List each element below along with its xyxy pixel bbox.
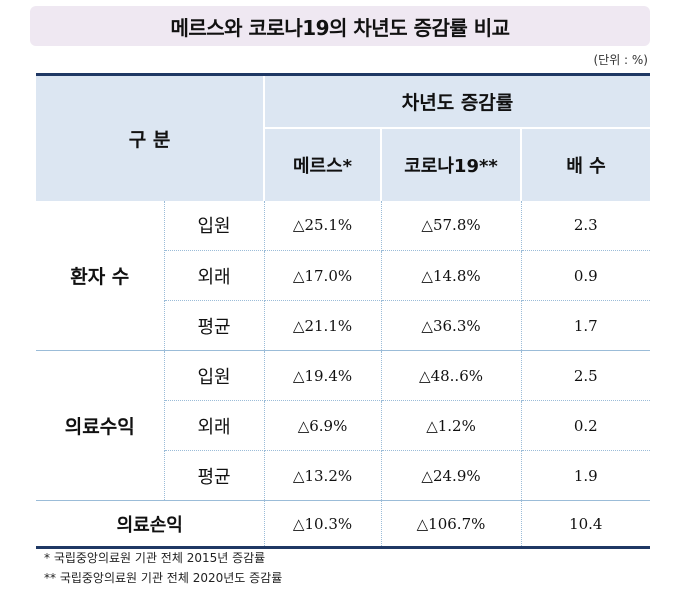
total-row-label: 의료손익	[36, 500, 265, 549]
cell-mers: △17.0%	[264, 250, 382, 301]
growth-rate-header: 차년도 증감률	[264, 73, 651, 128]
col-header-ratio: 배 수	[521, 126, 651, 201]
cell-covid: △57.8%	[381, 200, 522, 251]
col-header-covid: 코로나19**	[381, 126, 523, 201]
cell-mers: △13.2%	[264, 450, 382, 501]
table-row: 의료수익 입원 △19.4% △48..6% 2.5	[36, 350, 651, 501]
cell-covid: △1.2%	[381, 400, 522, 451]
table-row: 평균 △13.2% △24.9% 1.9	[36, 450, 651, 501]
page-title-text: 메르스와 코로나19의 차년도 증감률 비교	[170, 15, 510, 40]
cell-ratio: 2.3	[521, 200, 651, 251]
cell-mers: △6.9%	[264, 400, 382, 451]
comparison-table: 구 분 차년도 증감률 메르스* 코로나19** 배 수 환자 수 입원 △25…	[36, 73, 651, 549]
unit-label: (단위 : %)	[593, 53, 648, 67]
cell-covid: △24.9%	[381, 450, 522, 501]
footnote-mers: * 국립중앙의료원 기관 전체 2015년 증감률	[44, 551, 266, 565]
cell-ratio: 1.7	[521, 300, 651, 351]
cell-covid: △14.8%	[381, 250, 522, 301]
row-label: 입원	[164, 350, 265, 401]
row-label: 평균	[164, 300, 265, 351]
row-label: 평균	[164, 450, 265, 501]
group-label: 의료수익	[36, 350, 165, 501]
row-label: 입원	[164, 200, 265, 251]
table-row: 환자 수 입원 △25.1% △57.8% 2.3	[36, 200, 651, 351]
table-row: 평균 △21.1% △36.3% 1.7	[36, 300, 651, 351]
table-row: 외래 △17.0% △14.8% 0.9	[36, 250, 651, 301]
footnote-covid: ** 국립중앙의료원 기관 전체 2020년도 증감률	[44, 571, 283, 585]
cell-mers: △19.4%	[264, 350, 382, 401]
cell-ratio: 0.9	[521, 250, 651, 301]
cell-mers: △21.1%	[264, 300, 382, 351]
cell-ratio: 2.5	[521, 350, 651, 401]
cell-mers: △25.1%	[264, 200, 382, 251]
cell-covid: △48..6%	[381, 350, 522, 401]
row-label: 외래	[164, 400, 265, 451]
row-label: 외래	[164, 250, 265, 301]
cell-ratio: 10.4	[521, 500, 651, 549]
cell-ratio: 0.2	[521, 400, 651, 451]
cell-covid: △106.7%	[381, 500, 522, 549]
group-label: 환자 수	[36, 200, 165, 351]
cell-mers: △10.3%	[264, 500, 382, 549]
footnotes: * 국립중앙의료원 기관 전체 2015년 증감률 ** 국립중앙의료원 기관 …	[44, 548, 282, 588]
cell-ratio: 1.9	[521, 450, 651, 501]
table-row-total: 의료손익 △10.3% △106.7% 10.4	[36, 500, 651, 549]
col-header-mers: 메르스*	[264, 126, 383, 201]
page-title: 메르스와 코로나19의 차년도 증감률 비교	[30, 6, 650, 46]
category-header: 구 분	[36, 73, 266, 201]
cell-covid: △36.3%	[381, 300, 522, 351]
table-row: 외래 △6.9% △1.2% 0.2	[36, 400, 651, 451]
